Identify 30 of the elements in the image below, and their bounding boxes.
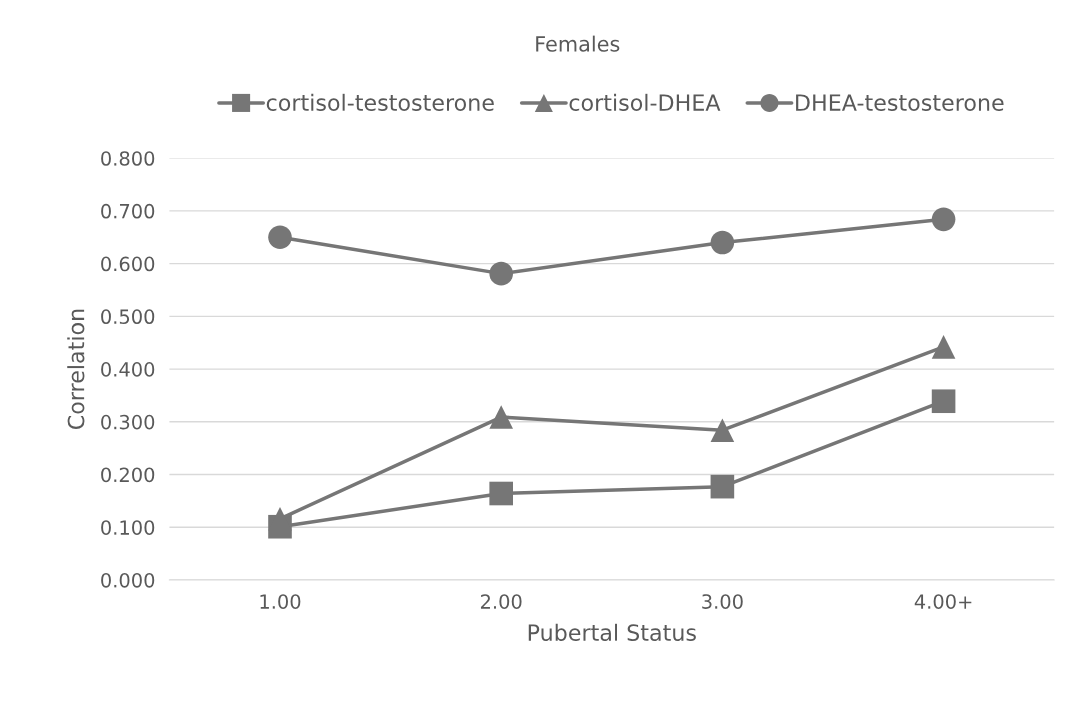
x-tick-label: 3.00 [702,594,743,609]
y-tick-label: 0.200 [101,467,155,483]
point [931,389,956,414]
legend-label: cortisol-testosterone [266,93,494,112]
legend-label: DHEA-testosterone [796,94,1004,112]
x-tick-label: 4.00+ [914,594,972,609]
y-tick-label: 0.500 [101,309,155,325]
point [268,225,292,250]
point [710,418,735,443]
point [268,507,292,531]
y-tick-label: 0.100 [101,520,155,535]
y-tick-label: 0.400 [101,362,155,377]
point [489,481,513,506]
point [710,474,735,499]
x-tick-label: 1.00 [260,594,301,609]
chart-title: Females [536,35,620,52]
point [489,261,513,286]
point [931,207,956,232]
y-tick-label: 0.300 [101,414,155,430]
y-tick-label: 0.600 [101,256,155,272]
legend-label: cortisol-DHEA [569,93,721,112]
y-tick-label: 0.800 [101,151,155,166]
y-tick-label: 0.000 [101,572,155,588]
point [710,230,735,255]
y-axis-title: Correlation [67,309,85,430]
x-axis-title: Pubertal Status [528,623,696,641]
point [931,335,956,359]
x-tick-label: 2.00 [480,594,522,609]
point [489,405,513,429]
y-tick-label: 0.700 [101,203,155,219]
